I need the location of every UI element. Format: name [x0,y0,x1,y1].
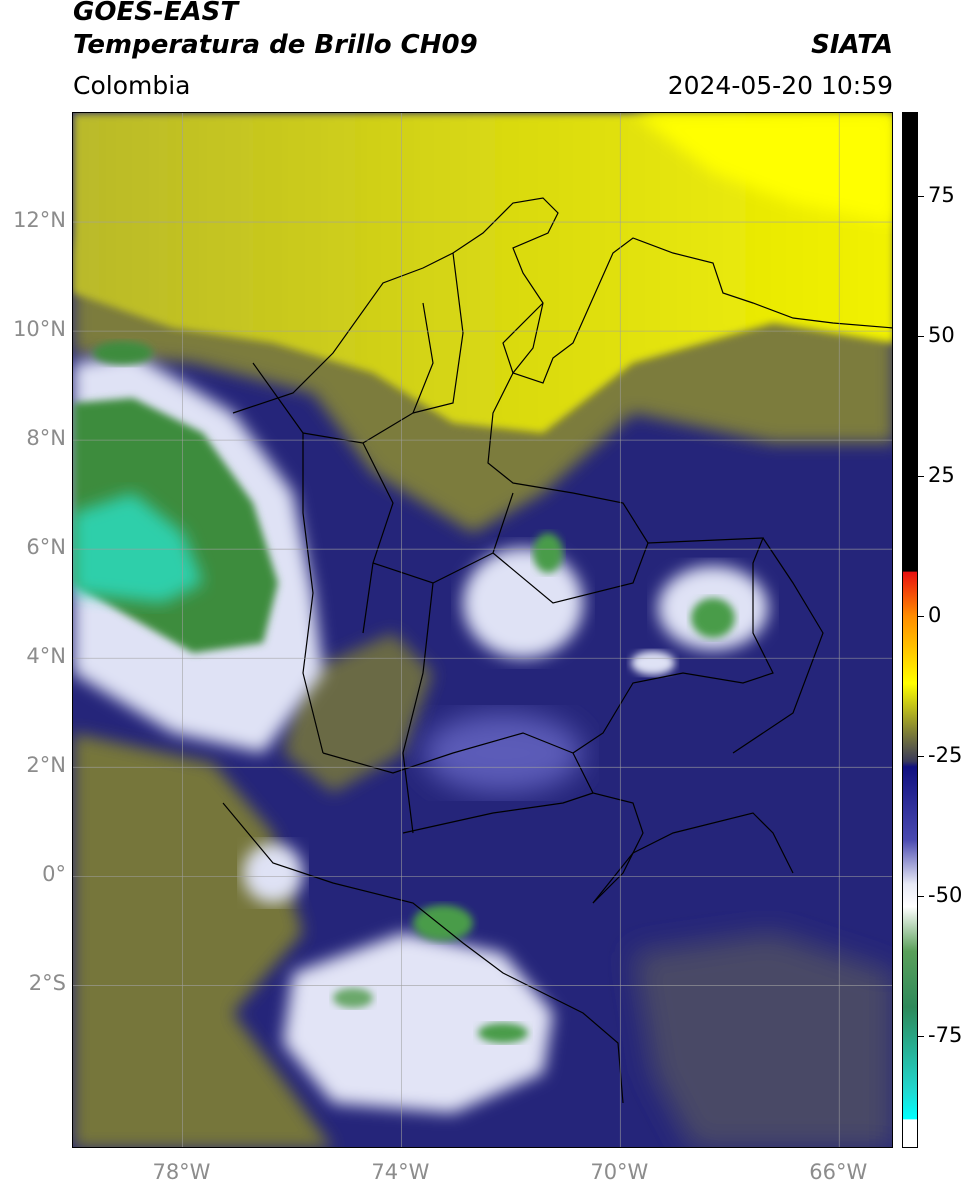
map-canvas [73,113,892,1147]
lat-tick-label: 2°N [26,753,66,778]
satellite-title: GOES-EAST [73,0,239,27]
lon-tick-label: 70°W [590,1160,649,1184]
lon-tick-label: 74°W [371,1160,430,1184]
dept-g [322,732,574,774]
colorbar-tick [918,616,924,617]
lat-tick-label: 8°N [26,426,66,451]
colorbar-tick-label: 0 [928,603,942,627]
lat-tick-label: 4°N [26,644,66,669]
colorbar-tick-label: 75 [928,183,955,207]
region-label: Colombia [73,71,191,100]
cloud-central [463,548,583,658]
colorbar-tick [918,1036,924,1037]
satellite-map [72,112,893,1148]
bright-yellow-core [633,113,892,223]
dept-f [492,542,649,604]
dept-h [402,792,594,834]
lat-tick-label: 0° [42,862,66,887]
cloud-south-core2 [478,1023,528,1043]
dept-e [402,582,434,834]
colorbar-tick-label: 25 [928,463,955,487]
borders [222,197,892,1104]
colorbar-tick-label: 50 [928,323,955,347]
border-venezuela-int [732,537,824,754]
dept-i [412,252,464,414]
lon-tick-label: 78°W [152,1160,211,1184]
lat-tick-label: 6°N [26,535,66,560]
dept-a [252,362,324,754]
cloud-south-core3 [333,988,373,1008]
cloud-mid [423,713,583,793]
cloud-nw-cell [93,341,153,365]
cloud-south-core1 [413,905,473,941]
colorbar-tick [918,336,924,337]
cloud-east-small [631,651,675,675]
border-colombia-venezuela [487,372,774,904]
colorbar-tick [918,896,924,897]
lon-tick-label: 66°W [809,1160,868,1184]
lat-tick-label: 12°N [13,208,66,233]
colorbar-tick [918,476,924,477]
cloud-south [283,933,553,1113]
coastline-caribbean [232,197,892,414]
cloud-west-cyan [73,493,203,603]
dept-c [362,302,434,444]
cloud-central-core [533,533,563,573]
yellow-band [73,113,892,433]
border-colombia-ecuador-peru [222,802,624,1104]
colorbar [902,112,918,1148]
colorbar-tick-label: -50 [928,883,963,907]
datetime-label: 2024-05-20 10:59 [667,71,893,100]
colorbar-tick [918,756,924,757]
colorbar-tick [918,196,924,197]
lat-tick-label: 10°N [13,317,66,342]
colorbar-tick-label: -75 [928,1023,963,1047]
border-colombia-brazil [592,812,794,904]
dept-d [372,492,514,584]
lat-tick-label: 2°S [28,971,66,996]
cloud-east-core [691,598,735,638]
organization-label: SIATA [811,30,893,60]
dept-b [302,432,394,634]
olive-pacific [73,733,332,1147]
graticule [73,113,892,1147]
cloud-sw-small [243,843,303,903]
olive-southeast [633,933,892,1147]
colorbar-tick-label: -25 [928,743,963,767]
product-title: Temperatura de Brillo CH09 [73,30,478,60]
dept-j [502,302,544,374]
